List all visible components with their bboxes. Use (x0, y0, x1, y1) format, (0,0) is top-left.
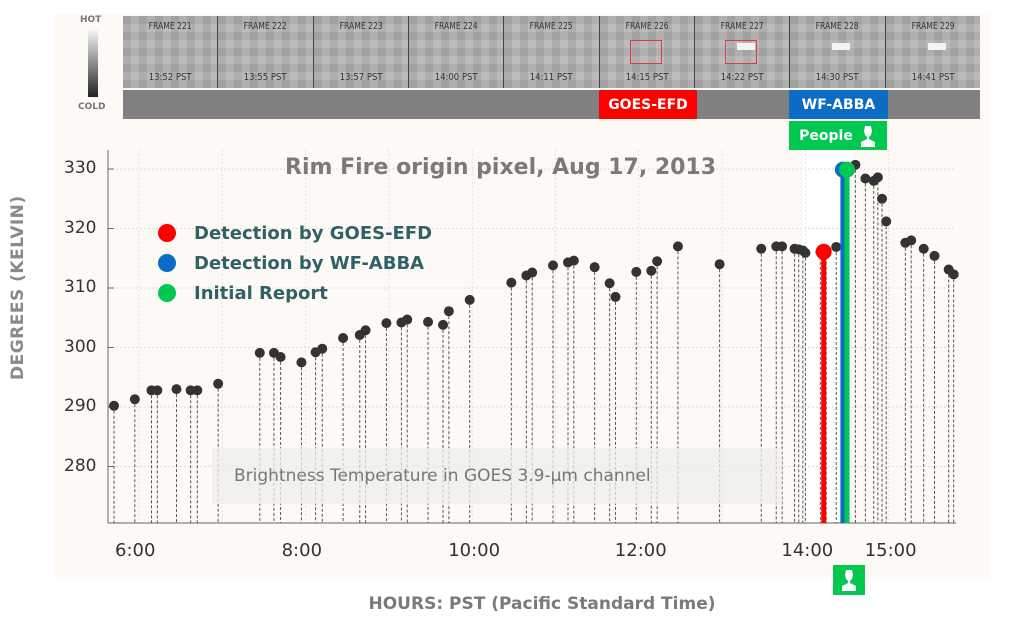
person-icon (842, 570, 856, 591)
x-tick-label: 10:00 (448, 540, 501, 561)
chart-title: Rim Fire origin pixel, Aug 17, 2013 (285, 155, 717, 180)
frame-thumbnail: FRAME 227 14:22 PST (694, 16, 791, 88)
frame-name: FRAME 229 (911, 21, 955, 32)
detection-box (629, 40, 662, 64)
frame-name: FRAME 226 (625, 21, 669, 32)
y-tick-label: 310 (64, 277, 97, 297)
frame-name: FRAME 225 (529, 21, 573, 32)
legend-label: Detection by WF-ABBA (194, 252, 425, 274)
colorbar-hot-label: HOT (80, 15, 102, 25)
frame-thumbnail: FRAME 226 14:15 PST (599, 16, 695, 88)
initial-report-marker (833, 565, 865, 595)
frame-name: FRAME 223 (339, 21, 383, 32)
legend-dot (158, 224, 176, 242)
legend-dot (158, 254, 176, 272)
frame-time: 14:11 PST (530, 72, 573, 83)
frame-strip: FRAME 221 13:52 PST FRAME 222 13:55 PST FRAM… (123, 16, 980, 88)
y-axis-label: DEGREES (KELVIN) (8, 195, 28, 380)
hot-pixel (927, 43, 946, 50)
frame-thumbnail: FRAME 223 13:57 PST (313, 16, 409, 88)
colorbar-cold-label: COLD (78, 102, 106, 112)
legend-item: Detection by GOES-EFD (158, 218, 432, 248)
hot-pixel (832, 43, 851, 50)
frame-thumbnail: FRAME 224 14:00 PST (408, 16, 505, 88)
frame-name: FRAME 224 (434, 21, 478, 32)
x-tick-label: 8:00 (281, 540, 323, 561)
goes-efd-tag: GOES-EFD (599, 90, 697, 119)
channel-annotation: Brightness Temperature in GOES 3.9-µm ch… (212, 448, 782, 504)
x-axis-label: HOURS: PST (Pacific Standard Time) (368, 594, 716, 614)
x-tick-label: 12:00 (614, 540, 667, 561)
frame-time: 14:30 PST (816, 72, 859, 83)
frame-name: FRAME 221 (148, 21, 192, 32)
people-label: People (799, 127, 853, 144)
frame-time: 13:52 PST (148, 72, 192, 83)
wf-abba-tag: WF-ABBA (789, 90, 888, 119)
people-tag: People (789, 121, 887, 150)
x-tick-label: 14:00 (781, 540, 834, 561)
y-tick-label: 330 (64, 158, 97, 178)
colorbar (88, 30, 98, 97)
frame-thumbnail: FRAME 221 13:52 PST (123, 16, 219, 88)
frame-time: 13:55 PST (244, 72, 287, 83)
legend-label: Detection by GOES-EFD (194, 222, 433, 244)
frame-thumbnail: FRAME 229 14:41 PST (885, 16, 980, 88)
frame-name: FRAME 222 (243, 21, 288, 32)
y-tick-label: 320 (64, 217, 97, 238)
legend-item: Initial Report (158, 278, 432, 308)
person-icon (860, 125, 875, 147)
frame-time: 14:41 PST (911, 72, 955, 83)
y-tick-label: 290 (64, 396, 97, 416)
frame-name: FRAME 228 (815, 21, 859, 32)
x-tick-label: 15:00 (864, 540, 917, 561)
frame-time: 14:22 PST (720, 72, 764, 83)
legend-dot (158, 284, 176, 302)
y-tick-label: 280 (64, 455, 97, 476)
legend: Detection by GOES-EFD Detection by WF-ABB… (158, 218, 432, 308)
x-tick-label: 6:00 (115, 540, 156, 561)
frame-time: 14:15 PST (625, 72, 669, 83)
frame-name: FRAME 227 (720, 21, 764, 32)
frame-thumbnail: FRAME 225 14:11 PST (504, 16, 600, 88)
frame-thumbnail: FRAME 228 14:30 PST (790, 16, 886, 88)
y-tick-label: 300 (64, 336, 97, 357)
frame-time: 13:57 PST (339, 72, 383, 83)
frame-time: 14:00 PST (434, 72, 478, 83)
legend-label: Initial Report (194, 282, 328, 304)
frame-thumbnail: FRAME 222 13:55 PST (218, 16, 314, 88)
hot-pixel (736, 43, 755, 50)
detection-box (724, 40, 757, 64)
legend-item: Detection by WF-ABBA (158, 248, 432, 278)
